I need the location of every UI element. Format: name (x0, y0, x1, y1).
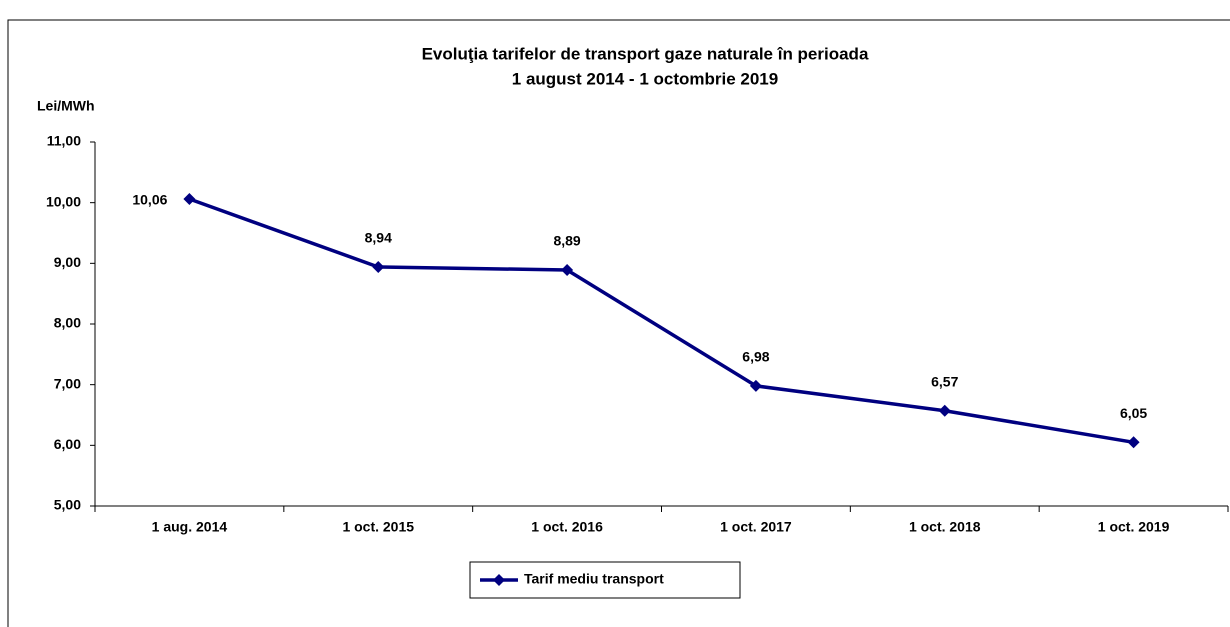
marker (938, 404, 951, 417)
y-tick-label: 11,00 (47, 133, 81, 149)
marker (1127, 436, 1140, 449)
data-label: 8,89 (553, 233, 580, 249)
marker (372, 260, 385, 273)
data-label: 6,57 (931, 373, 958, 389)
x-tick-label: 1 oct. 2017 (720, 519, 792, 535)
chart-title: Evoluţia tarifelor de transport gaze nat… (422, 44, 869, 63)
y-tick-label: 9,00 (54, 254, 81, 270)
y-tick-label: 6,00 (54, 436, 81, 452)
y-tick-label: 10,00 (46, 193, 81, 209)
x-tick-label: 1 oct. 2015 (342, 519, 414, 535)
legend-label: Tarif mediu transport (524, 571, 664, 587)
marker (183, 193, 196, 206)
data-label: 8,94 (365, 230, 392, 246)
data-label: 10,06 (132, 192, 167, 208)
data-label: 6,98 (742, 349, 769, 365)
marker (561, 264, 574, 277)
y-tick-label: 8,00 (54, 315, 81, 331)
marker (749, 379, 762, 392)
y-axis-label: Lei/MWh (37, 98, 95, 114)
y-tick-label: 5,00 (54, 497, 81, 513)
frame (7, 19, 1230, 627)
x-tick-label: 1 aug. 2014 (152, 519, 228, 535)
y-tick-label: 7,00 (54, 375, 81, 391)
chart-title: 1 august 2014 - 1 octombrie 2019 (512, 69, 778, 88)
x-tick-label: 1 oct. 2018 (909, 519, 981, 535)
legend-marker (493, 574, 505, 586)
line (188, 197, 1134, 445)
x-tick-label: 1 oct. 2019 (1098, 519, 1170, 535)
x-tick-label: 1 oct. 2016 (531, 519, 603, 535)
data-label: 6,05 (1120, 405, 1147, 421)
